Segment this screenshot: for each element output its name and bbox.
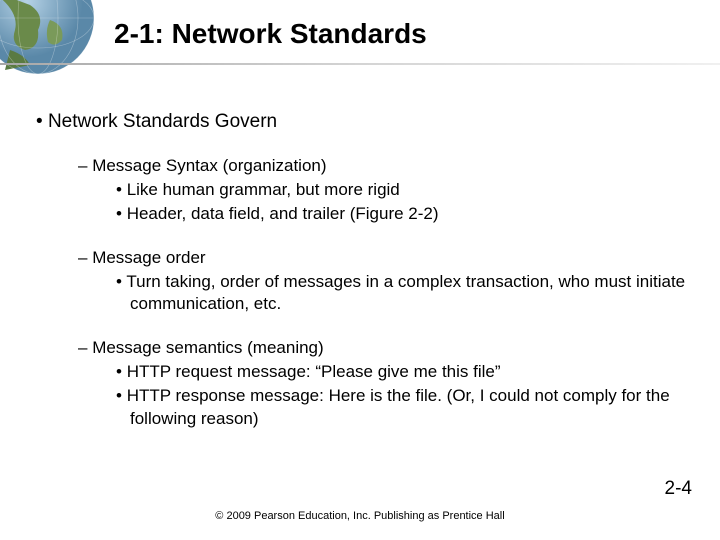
lvl1-text: Network Standards Govern (48, 111, 277, 132)
bullet-lvl2: Message Syntax (organization) (30, 155, 690, 177)
bullet-lvl3: Header, data field, and trailer (Figure … (30, 203, 690, 225)
group-gap (30, 317, 690, 337)
lvl3-text: Turn taking, order of messages in a comp… (126, 272, 685, 313)
slide-body: Network Standards Govern Message Syntax … (30, 110, 690, 432)
lvl2-text: Message semantics (meaning) (92, 338, 323, 357)
bullet-lvl3: Like human grammar, but more rigid (30, 179, 690, 201)
lvl3-text: Like human grammar, but more rigid (127, 180, 400, 199)
lvl3-text: Header, data field, and trailer (Figure … (127, 204, 439, 223)
header-divider (0, 63, 720, 65)
slide-title: 2-1: Network Standards (114, 18, 427, 50)
copyright-text: © 2009 Pearson Education, Inc. Publishin… (0, 510, 720, 522)
bullet-lvl3: HTTP request message: “Please give me th… (30, 361, 690, 383)
page-number: 2-4 (665, 478, 692, 500)
bullet-lvl2: Message semantics (meaning) (30, 337, 690, 359)
lvl2-text: Message order (92, 248, 205, 267)
lvl3-text: HTTP response message: Here is the file.… (127, 386, 670, 427)
bullet-lvl3: Turn taking, order of messages in a comp… (30, 271, 690, 315)
bullet-lvl2: Message order (30, 247, 690, 269)
group-gap (30, 227, 690, 247)
lvl3-text: HTTP request message: “Please give me th… (127, 362, 501, 381)
bullet-lvl1: Network Standards Govern (30, 110, 690, 135)
bullet-lvl3: HTTP response message: Here is the file.… (30, 385, 690, 429)
lvl2-text: Message Syntax (organization) (92, 156, 326, 175)
